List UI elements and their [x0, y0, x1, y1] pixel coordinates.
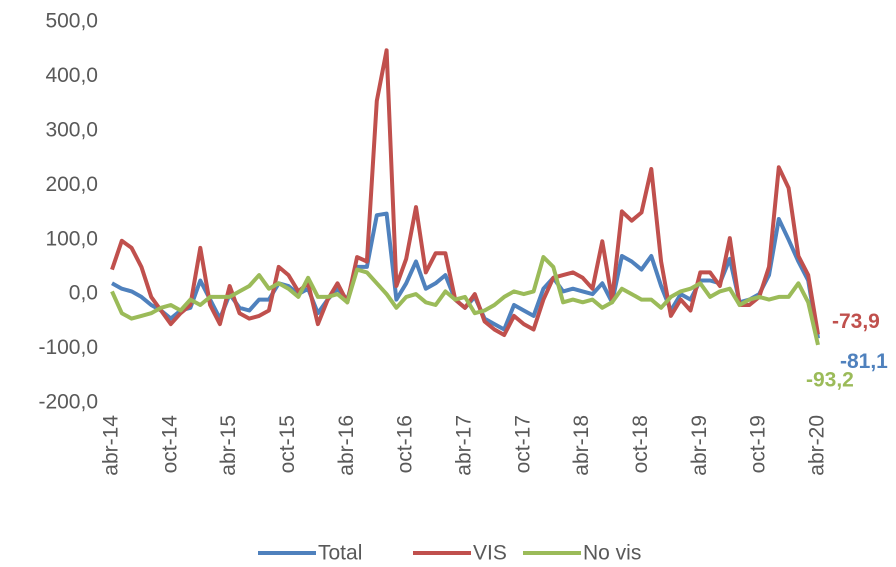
y-tick-label: 100,0 [45, 227, 98, 250]
x-tick-label: oct-18 [629, 415, 652, 473]
y-tick-label: 200,0 [45, 173, 98, 196]
x-tick-label: abr-16 [335, 415, 358, 476]
y-tick-label: -100,0 [38, 336, 98, 359]
legend-label: No vis [583, 542, 641, 565]
data-label: -73,9 [832, 310, 880, 333]
x-tick-label: oct-16 [394, 415, 417, 473]
y-tick-label: 0,0 [69, 282, 98, 305]
y-tick-label: 400,0 [45, 64, 98, 87]
x-tick-label: abr-18 [570, 415, 593, 476]
series-line [110, 255, 820, 346]
x-tick-label: abr-19 [688, 415, 711, 476]
x-tick-label: oct-17 [511, 415, 534, 473]
x-tick-label: oct-19 [747, 415, 770, 473]
series-line [110, 48, 820, 337]
data-label: -81,1 [840, 350, 888, 373]
y-tick-label: 500,0 [45, 10, 98, 33]
x-tick-label: abr-20 [806, 415, 829, 476]
data-label: -93,2 [806, 368, 854, 391]
x-tick-label: oct-14 [158, 415, 181, 474]
x-tick-label: abr-14 [100, 415, 123, 476]
y-tick-label: 300,0 [45, 118, 98, 141]
y-tick-label: -200,0 [38, 391, 98, 414]
legend-label: Total [318, 542, 362, 565]
x-tick-label: abr-17 [453, 415, 476, 476]
x-tick-label: oct-15 [276, 415, 299, 473]
legend-label: VIS [473, 542, 507, 565]
x-tick-label: abr-15 [217, 415, 240, 476]
